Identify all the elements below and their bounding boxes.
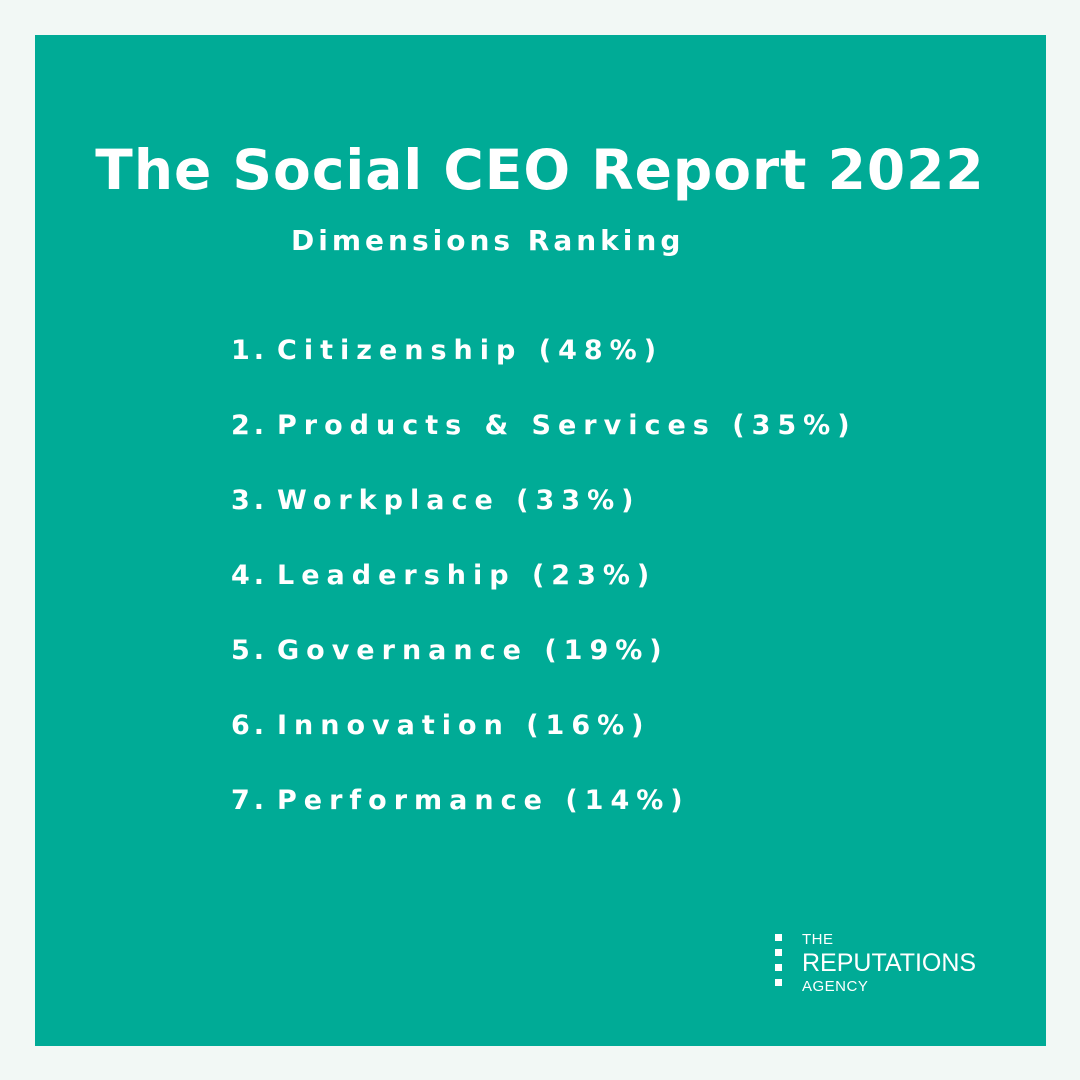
ranking-number: 4. [231, 560, 269, 591]
report-card: The Social CEO Report 2022 Dimensions Ra… [35, 35, 1046, 1046]
ranking-number: 6. [231, 710, 269, 741]
ranking-label: Governance (19%) [277, 635, 669, 666]
ranking-label: Citizenship (48%) [277, 335, 664, 366]
agency-logo: THE REPUTATIONS AGENCY [775, 930, 1025, 1010]
ranking-item: 2. Products & Services (35%) [231, 412, 857, 487]
logo-line-reputations: REPUTATIONS [802, 949, 977, 977]
report-title: The Social CEO Report 2022 [95, 138, 985, 202]
ranking-item: 4. Leadership (23%) [231, 562, 857, 637]
ranking-number: 3. [231, 485, 269, 516]
ranking-label: Products & Services (35%) [277, 410, 857, 441]
ranking-label: Workplace (33%) [277, 485, 641, 516]
ranking-number: 7. [231, 785, 269, 816]
ranking-number: 2. [231, 410, 269, 441]
ranking-label: Performance (14%) [277, 785, 690, 816]
ranking-label: Innovation (16%) [277, 710, 651, 741]
ranking-label: Leadership (23%) [277, 560, 657, 591]
logo-dots-icon [775, 934, 783, 994]
ranking-item: 1. Citizenship (48%) [231, 337, 857, 412]
logo-wordmark: THE REPUTATIONS AGENCY [802, 930, 976, 995]
ranking-subtitle: Dimensions Ranking [291, 224, 685, 257]
dimensions-ranking-list: 1. Citizenship (48%) 2. Products & Servi… [231, 337, 857, 862]
logo-line-the: THE [802, 931, 834, 948]
ranking-item: 6. Innovation (16%) [231, 712, 857, 787]
ranking-number: 1. [231, 335, 269, 366]
logo-line-agency: AGENCY [802, 978, 869, 995]
ranking-item: 7. Performance (14%) [231, 787, 857, 862]
ranking-number: 5. [231, 635, 269, 666]
ranking-item: 3. Workplace (33%) [231, 487, 857, 562]
ranking-item: 5. Governance (19%) [231, 637, 857, 712]
